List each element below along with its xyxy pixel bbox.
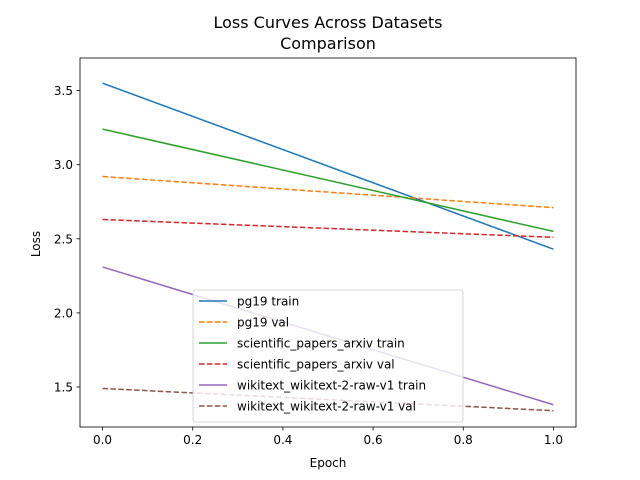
x-tick-label: 0.4 [273,433,292,447]
y-tick-label: 3.5 [54,84,73,98]
y-axis-label: Loss [29,231,43,257]
x-tick-label: 0.0 [93,433,112,447]
legend-label-3: scientific_papers_arxiv val [237,358,395,372]
series-line-0 [102,82,554,250]
axes-frame [79,57,577,428]
x-axis-label: Epoch [310,456,347,470]
series-line-2 [102,128,554,233]
legend-label-4: wikitext_wikitext-2-raw-v1 train [237,379,426,393]
x-tick-label: 0.6 [364,433,383,447]
x-tick-label: 0.2 [183,433,202,447]
y-tick-label: 1.5 [54,380,73,394]
legend-label-1: pg19 val [237,316,289,330]
legend-label-2: scientific_papers_arxiv train [237,337,405,351]
legend-label-5: wikitext_wikitext-2-raw-v1 val [237,400,416,414]
x-tick-label: 0.8 [454,433,473,447]
series-line-1 [102,175,554,209]
legend: pg19 train pg19 val scientific_papers_arxi… [192,289,464,423]
series-line-3 [102,218,554,239]
y-tick-label: 2.5 [54,232,73,246]
y-tick-label: 2.0 [54,306,73,320]
chart-title-line-2: Comparison [280,34,376,53]
legend-label-0: pg19 train [237,295,299,309]
y-tick-label: 3.0 [54,158,73,172]
legend-box [192,289,464,423]
chart-title-line-1: Loss Curves Across Datasets [213,13,442,32]
plot-area: 0.0 0.2 0.4 0.6 0.8 1.0 1.5 2.0 2.5 3.0 3.5 [54,57,577,447]
x-tick-label: 1.0 [544,433,563,447]
